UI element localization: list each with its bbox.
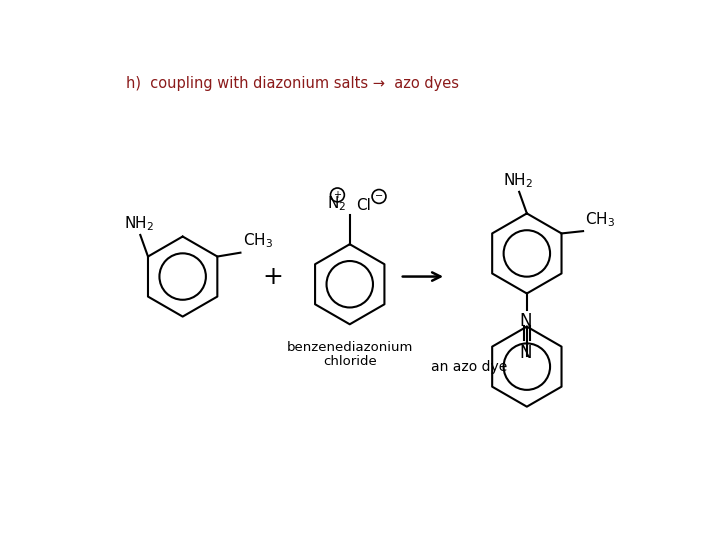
Text: CH$_3$: CH$_3$ [585, 210, 616, 229]
Text: −: − [375, 192, 383, 201]
Text: Cl: Cl [356, 198, 371, 213]
Text: chloride: chloride [323, 355, 377, 368]
Text: N: N [519, 312, 531, 330]
Text: N: N [519, 343, 531, 362]
Text: CH$_3$: CH$_3$ [243, 232, 273, 251]
Text: benzenediazonium: benzenediazonium [287, 341, 413, 354]
Text: an azo dye: an azo dye [431, 360, 507, 374]
Text: h)  coupling with diazonium salts →  azo dyes: h) coupling with diazonium salts → azo d… [127, 76, 459, 91]
Text: N$_2$: N$_2$ [328, 195, 346, 213]
Text: +: + [333, 190, 341, 200]
Text: NH$_2$: NH$_2$ [503, 171, 533, 190]
Text: +: + [262, 265, 283, 288]
Text: NH$_2$: NH$_2$ [124, 214, 154, 233]
